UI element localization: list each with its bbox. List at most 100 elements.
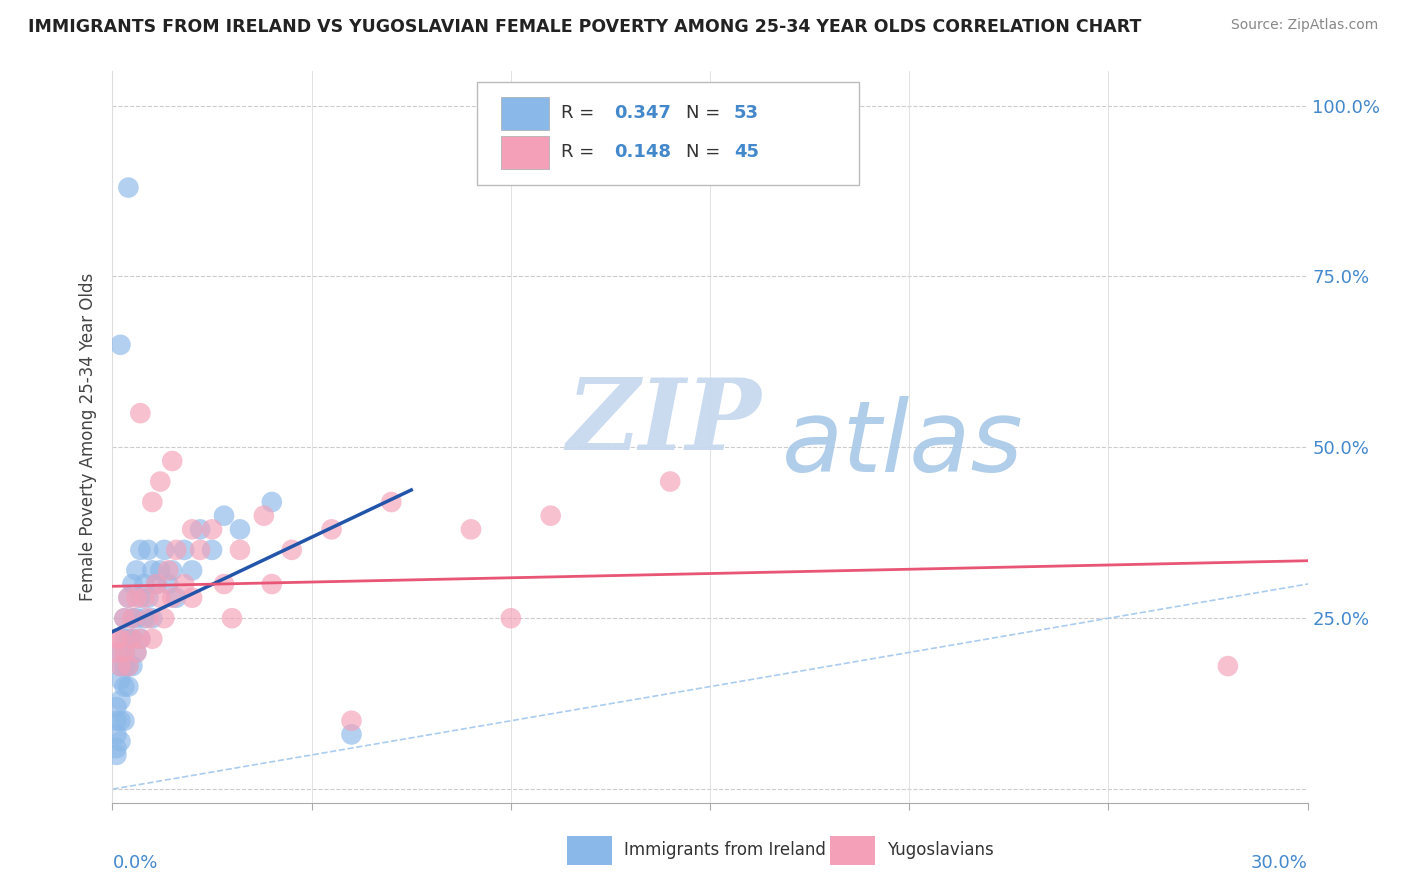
Point (105, 727, 128, 741)
Point (114, 645, 135, 659)
Text: Source: ZipAtlas.com: Source: ZipAtlas.com (1230, 18, 1378, 32)
Point (121, 611, 143, 625)
Point (138, 611, 160, 625)
Point (105, 700, 128, 714)
Point (105, 714, 128, 728)
Point (105, 741, 128, 756)
Bar (567, 836, 612, 865)
Point (105, 632, 128, 646)
Point (162, 454, 183, 468)
Point (129, 591, 152, 605)
Text: R =: R = (561, 104, 599, 122)
Text: N =: N = (686, 104, 725, 122)
Point (173, 542, 195, 557)
Point (134, 577, 156, 591)
Point (149, 563, 172, 577)
Point (114, 645, 135, 659)
Point (121, 611, 143, 625)
Point (121, 632, 143, 646)
Point (114, 611, 135, 625)
Point (141, 611, 163, 625)
Text: 53: 53 (734, 104, 759, 122)
Text: atlas: atlas (782, 396, 1024, 493)
Point (125, 611, 148, 625)
Point (212, 508, 235, 523)
Point (201, 542, 224, 557)
Point (129, 632, 152, 646)
Point (173, 577, 195, 591)
Point (141, 563, 163, 577)
Text: N =: N = (686, 143, 725, 161)
Point (460, 522, 482, 536)
Point (165, 542, 187, 557)
Point (540, 508, 562, 523)
Point (138, 591, 160, 605)
Point (181, 522, 204, 536)
Point (340, 714, 363, 728)
Point (141, 495, 163, 509)
Point (114, 659, 135, 673)
Point (149, 591, 172, 605)
Point (153, 611, 176, 625)
Point (253, 508, 276, 523)
Point (157, 577, 180, 591)
Point (114, 611, 135, 625)
Point (114, 632, 135, 646)
Point (188, 522, 211, 536)
Point (105, 747, 128, 762)
Bar (830, 836, 875, 865)
Point (340, 727, 363, 741)
Point (212, 577, 235, 591)
Point (153, 542, 176, 557)
FancyBboxPatch shape (477, 82, 859, 185)
Point (117, 659, 139, 673)
Point (157, 563, 180, 577)
Text: Immigrants from Ireland: Immigrants from Ireland (624, 841, 825, 859)
Point (117, 659, 139, 673)
Point (125, 645, 148, 659)
Point (110, 693, 132, 707)
Point (114, 714, 135, 728)
Point (229, 542, 252, 557)
Bar (501, 136, 548, 169)
Bar (501, 97, 548, 130)
Point (110, 338, 132, 352)
Point (125, 645, 148, 659)
Point (145, 577, 167, 591)
Point (260, 577, 283, 591)
Point (221, 611, 243, 625)
Point (117, 591, 139, 605)
Text: R =: R = (561, 143, 599, 161)
Point (145, 577, 167, 591)
Point (129, 632, 152, 646)
Point (129, 406, 152, 420)
Point (121, 577, 143, 591)
Point (134, 611, 156, 625)
Point (165, 591, 187, 605)
Point (117, 632, 139, 646)
Point (1216, 659, 1239, 673)
Point (121, 632, 143, 646)
Point (499, 611, 522, 625)
Point (117, 680, 139, 694)
Y-axis label: Female Poverty Among 25-34 Year Olds: Female Poverty Among 25-34 Year Olds (79, 273, 97, 601)
Point (125, 563, 148, 577)
Point (260, 495, 283, 509)
Point (117, 591, 139, 605)
Point (110, 714, 132, 728)
Point (134, 591, 156, 605)
Text: 0.148: 0.148 (614, 143, 672, 161)
Point (181, 563, 204, 577)
Point (162, 591, 183, 605)
Point (105, 645, 128, 659)
Point (181, 591, 204, 605)
Point (281, 542, 304, 557)
Point (110, 673, 132, 687)
Point (110, 659, 132, 673)
Point (117, 180, 139, 194)
Point (141, 632, 163, 646)
Point (110, 632, 132, 646)
Point (188, 542, 211, 557)
Text: ZIP: ZIP (567, 375, 762, 471)
Point (659, 475, 682, 489)
